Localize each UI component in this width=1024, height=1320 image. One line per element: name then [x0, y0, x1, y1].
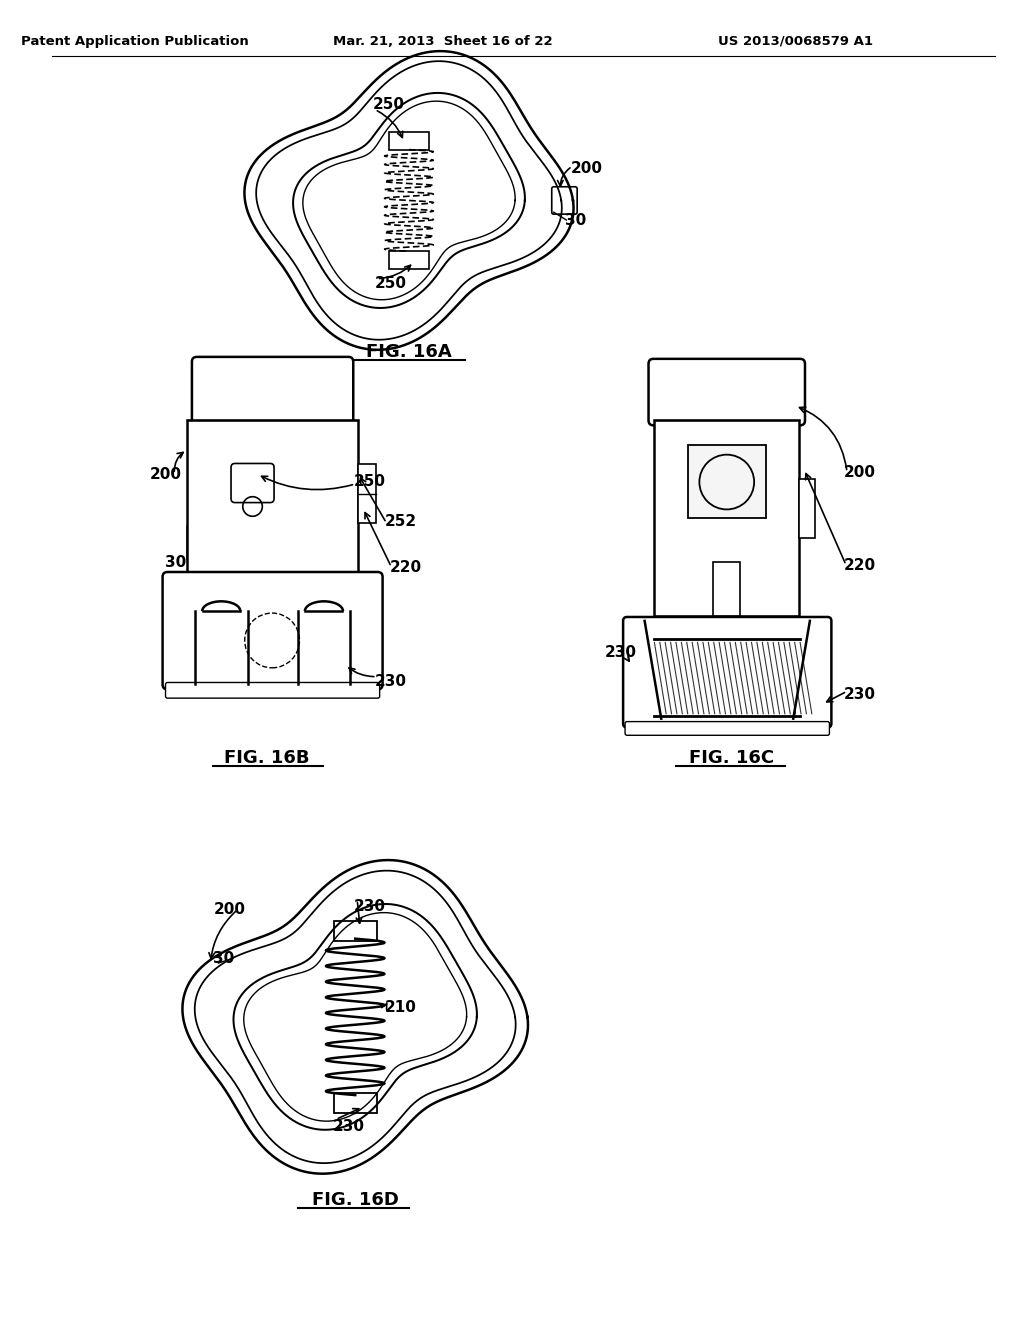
Text: 200: 200 — [150, 467, 182, 482]
Text: 30: 30 — [165, 554, 185, 570]
FancyBboxPatch shape — [648, 359, 805, 425]
Text: FIG. 16D: FIG. 16D — [311, 1191, 398, 1209]
FancyBboxPatch shape — [163, 572, 383, 689]
Text: 230: 230 — [604, 644, 637, 660]
Text: Patent Application Publication: Patent Application Publication — [22, 34, 249, 48]
Bar — [654, 421, 799, 616]
Bar — [187, 421, 358, 572]
Bar — [713, 562, 740, 616]
Text: FIG. 16A: FIG. 16A — [367, 343, 452, 360]
Text: 210: 210 — [385, 999, 417, 1015]
Bar — [688, 445, 766, 519]
FancyBboxPatch shape — [166, 682, 380, 698]
Text: 220: 220 — [844, 557, 877, 573]
Text: 230: 230 — [333, 1119, 365, 1134]
Text: 30: 30 — [213, 950, 234, 966]
Text: 230: 230 — [375, 675, 407, 689]
Text: 250: 250 — [375, 276, 407, 290]
FancyBboxPatch shape — [624, 616, 831, 727]
Bar — [389, 251, 428, 269]
Bar — [334, 1093, 377, 1113]
Bar — [358, 465, 376, 523]
Text: 30: 30 — [565, 213, 587, 227]
FancyBboxPatch shape — [191, 356, 353, 425]
Text: Mar. 21, 2013  Sheet 16 of 22: Mar. 21, 2013 Sheet 16 of 22 — [334, 34, 553, 48]
Text: 220: 220 — [389, 560, 422, 574]
Text: 250: 250 — [373, 98, 404, 112]
FancyBboxPatch shape — [552, 186, 578, 214]
Text: 200: 200 — [213, 902, 246, 917]
Bar — [799, 479, 815, 537]
FancyBboxPatch shape — [231, 463, 274, 503]
Text: 252: 252 — [385, 513, 417, 528]
Text: 230: 230 — [353, 899, 385, 913]
Text: 200: 200 — [844, 465, 877, 479]
Bar — [389, 132, 428, 149]
Text: 250: 250 — [353, 474, 385, 488]
Text: FIG. 16C: FIG. 16C — [689, 748, 774, 767]
Text: 200: 200 — [570, 161, 602, 176]
Bar — [334, 921, 377, 941]
Text: FIG. 16B: FIG. 16B — [224, 748, 310, 767]
Text: 230: 230 — [844, 686, 877, 702]
FancyBboxPatch shape — [625, 722, 829, 735]
Text: US 2013/0068579 A1: US 2013/0068579 A1 — [718, 34, 872, 48]
